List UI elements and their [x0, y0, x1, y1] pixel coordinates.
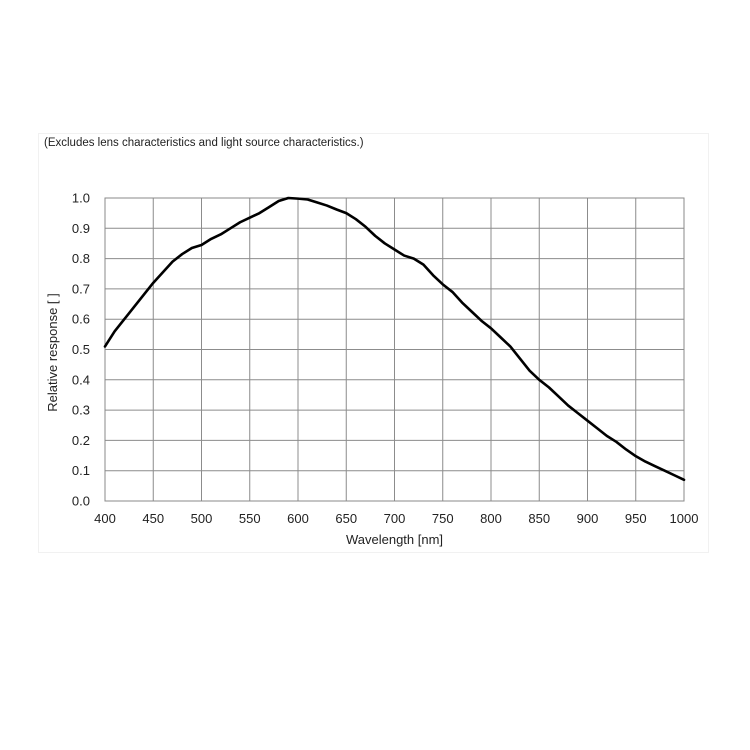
- series-line: [103, 196, 686, 482]
- y-tick-label: 0.1: [72, 463, 90, 478]
- chart-subtitle: (Excludes lens characteristics and light…: [44, 137, 364, 149]
- plot-frame: [104, 197, 685, 502]
- grid: [104, 197, 685, 502]
- y-tick-label: 0.7: [72, 281, 90, 296]
- x-tick-label: 450: [142, 511, 164, 526]
- y-tick-label: 0.8: [72, 251, 90, 266]
- y-tick-label: 0.9: [72, 221, 90, 236]
- y-tick-label: 0.6: [72, 312, 90, 327]
- y-tick-label: 0.0: [72, 494, 90, 509]
- series-layer: [103, 196, 686, 482]
- y-axis-label: Relative response [ ]: [45, 293, 60, 412]
- x-tick-label: 750: [432, 511, 454, 526]
- x-tick-label: 850: [528, 511, 550, 526]
- x-tick-label: 600: [287, 511, 309, 526]
- x-axis-ticks: 400 450 500 550 600 650 700 750 800 850 900 950 1000: [94, 511, 698, 526]
- y-tick-label: 0.5: [72, 342, 90, 357]
- chart-panel: [38, 133, 709, 553]
- x-tick-label: 550: [239, 511, 261, 526]
- x-tick-label: 650: [335, 511, 357, 526]
- x-tick-label: 900: [577, 511, 599, 526]
- x-axis-label: Wavelength [nm]: [346, 532, 443, 547]
- y-tick-label: 0.2: [72, 433, 90, 448]
- x-tick-label: 500: [191, 511, 213, 526]
- y-tick-label: 0.4: [72, 372, 90, 387]
- x-tick-label: 950: [625, 511, 647, 526]
- y-tick-label: 1.0: [72, 191, 90, 206]
- y-tick-label: 0.3: [72, 403, 90, 418]
- x-tick-label: 1000: [670, 511, 699, 526]
- y-axis-ticks: 0.0 0.1 0.2 0.3 0.4 0.5 0.6 0.7 0.8 0.9 1.0: [72, 191, 90, 509]
- x-tick-label: 700: [384, 511, 406, 526]
- x-tick-label: 800: [480, 511, 502, 526]
- x-tick-label: 400: [94, 511, 116, 526]
